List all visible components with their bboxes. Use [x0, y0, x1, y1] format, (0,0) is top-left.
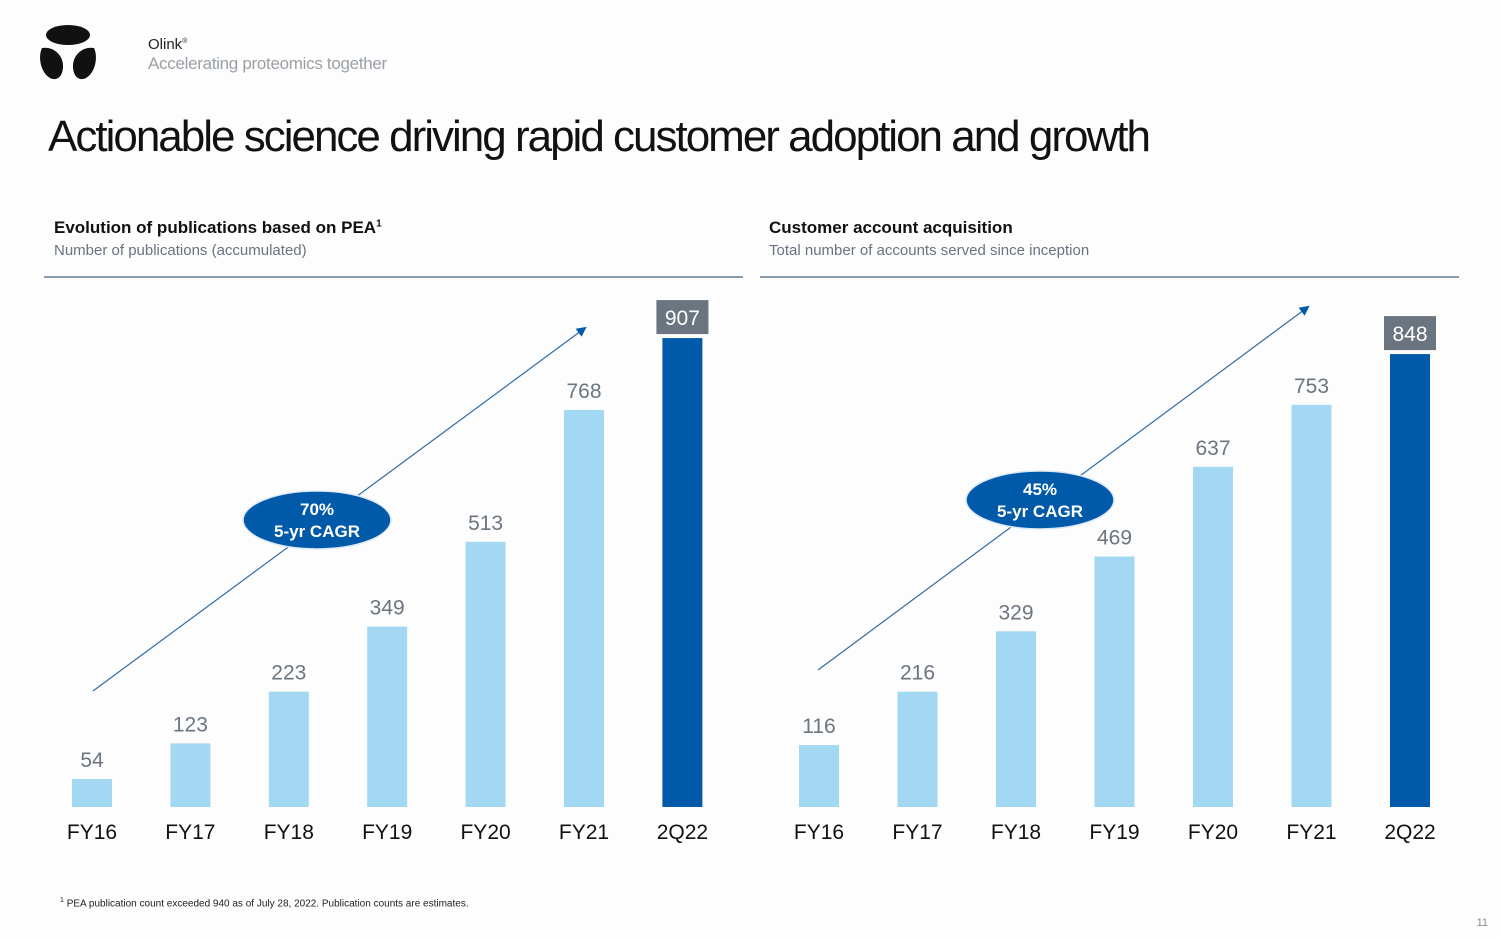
olink-logo-icon	[40, 25, 96, 80]
bar-fy19	[367, 626, 408, 807]
x-tick-label: FY19	[362, 821, 412, 844]
value-label: 469	[1097, 527, 1132, 550]
x-tick-label: 2Q22	[657, 821, 708, 844]
right-chart-title: Customer account acquisition	[769, 218, 1013, 237]
bar-fy16	[72, 779, 112, 807]
value-label: 123	[173, 713, 208, 736]
x-tick-label: FY19	[1089, 821, 1139, 844]
brand-tagline: Accelerating proteomics together	[148, 54, 387, 73]
footnote: 1 PEA publication count exceeded 940 as …	[60, 897, 469, 910]
x-tick-label: FY20	[1188, 821, 1238, 844]
x-tick-label: FY17	[165, 821, 215, 844]
value-label: 116	[802, 715, 835, 738]
x-tick-label: FY20	[460, 821, 510, 844]
value-label: 513	[468, 512, 503, 535]
value-label: 216	[900, 662, 935, 685]
bar-fy19	[1094, 556, 1135, 807]
bar-2q22	[662, 338, 703, 807]
cagr-badge	[242, 490, 392, 550]
value-label: 753	[1294, 375, 1329, 398]
x-tick-label: FY16	[67, 821, 117, 844]
brand-name: Olink®	[148, 36, 188, 53]
bar-fy18	[268, 691, 309, 807]
cagr-value: 70%	[300, 500, 334, 519]
value-label: 54	[80, 749, 104, 772]
cagr-badge	[965, 470, 1115, 530]
page-number: 11	[1476, 917, 1488, 929]
bar-fy20	[465, 541, 506, 807]
x-tick-label: FY21	[559, 821, 609, 844]
bar-2q22	[1390, 354, 1430, 807]
right-chart-subtitle: Total number of accounts served since in…	[769, 242, 1090, 259]
x-tick-label: FY16	[794, 821, 844, 844]
bar-fy17	[170, 743, 211, 807]
value-label: 907	[665, 307, 700, 330]
left-chart-title: Evolution of publications based on PEA1	[54, 218, 382, 237]
x-tick-label: FY17	[892, 821, 942, 844]
value-label: 768	[566, 380, 601, 403]
cagr-label: 5-yr CAGR	[997, 502, 1083, 521]
bar-fy18	[996, 631, 1036, 807]
left-chart-subtitle: Number of publications (accumulated)	[54, 242, 307, 259]
x-tick-label: FY21	[1286, 821, 1336, 844]
brand: Olink® Accelerating proteomics together	[148, 33, 387, 74]
bar-fy21	[564, 409, 604, 807]
cagr-value: 45%	[1023, 480, 1057, 499]
x-tick-label: FY18	[264, 821, 314, 844]
page-title: Actionable science driving rapid custome…	[48, 112, 1151, 161]
left-chart-header: Evolution of publications based on PEA1 …	[54, 218, 382, 259]
bar-fy20	[1193, 466, 1233, 807]
value-label-box	[1384, 316, 1436, 351]
value-label: 329	[998, 601, 1033, 624]
value-label: 637	[1195, 437, 1230, 460]
value-label: 349	[370, 597, 405, 620]
x-tick-label: FY18	[991, 821, 1041, 844]
publications-chart: 54 FY16 123 FY17 223 FY18 349 FY19 513 FY20 768 FY2…	[67, 300, 709, 844]
value-label: 223	[271, 662, 306, 685]
x-tick-label: 2Q22	[1384, 821, 1435, 844]
bar-fy21	[1291, 404, 1332, 807]
right-divider	[760, 276, 1459, 278]
bar-fy16	[799, 745, 839, 807]
value-label: 848	[1392, 323, 1427, 346]
left-divider	[44, 276, 743, 278]
bar-fy17	[897, 691, 938, 807]
value-label-box	[656, 300, 709, 335]
accounts-chart: 116 FY16 216 FY17 329 FY18 469 FY19 637 FY20 753 FY…	[794, 305, 1436, 844]
cagr-label: 5-yr CAGR	[274, 522, 360, 541]
right-chart-header: Customer account acquisition Total numbe…	[769, 218, 1089, 259]
